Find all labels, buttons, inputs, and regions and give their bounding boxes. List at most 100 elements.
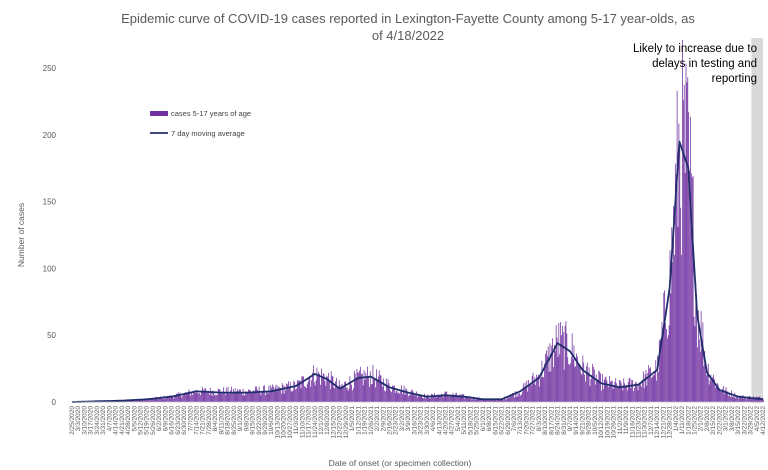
x-tick-label: 10/26/2021 xyxy=(611,406,618,439)
case-bar xyxy=(128,401,129,402)
x-tick-label: 2/22/2022 xyxy=(716,406,723,435)
case-bar xyxy=(610,381,611,402)
y-tick-label: 150 xyxy=(43,198,57,207)
case-bar xyxy=(133,400,135,402)
case-bar xyxy=(191,391,192,402)
x-tick-label: 10/20/2020 xyxy=(281,406,288,439)
case-bar xyxy=(697,347,698,402)
case-bar xyxy=(318,371,320,402)
case-bar xyxy=(316,367,318,402)
case-bar xyxy=(617,386,618,402)
case-bar xyxy=(501,398,503,402)
legend-line-label: 7 day moving average xyxy=(171,129,245,138)
case-bar xyxy=(563,369,565,402)
case-bar xyxy=(650,378,652,402)
case-bar xyxy=(573,345,575,402)
case-bar xyxy=(640,384,642,402)
case-bar xyxy=(413,395,415,402)
case-bar xyxy=(594,384,596,402)
case-bar xyxy=(490,399,492,402)
x-tick-label: 12/8/2020 xyxy=(324,406,331,435)
case-bar xyxy=(211,396,213,402)
x-tick-label: 9/14/2021 xyxy=(573,406,580,435)
case-bar xyxy=(314,385,316,402)
case-bar xyxy=(731,397,733,402)
x-tick-label: 8/25/2020 xyxy=(231,406,238,435)
case-bar xyxy=(634,387,635,402)
case-bar xyxy=(149,398,151,402)
x-tick-label: 12/22/2020 xyxy=(337,406,344,439)
case-bar xyxy=(740,398,742,402)
case-bar xyxy=(692,176,694,402)
case-bar xyxy=(262,391,264,402)
case-bar xyxy=(591,375,593,402)
case-bar xyxy=(524,382,526,402)
case-bar xyxy=(187,391,189,402)
case-bar xyxy=(272,384,273,402)
case-bar xyxy=(440,394,441,402)
case-bar xyxy=(291,391,293,402)
case-bar xyxy=(131,400,133,402)
case-bar xyxy=(547,346,549,402)
case-bar xyxy=(594,369,595,402)
case-bar xyxy=(626,385,627,402)
case-bar xyxy=(638,382,640,402)
case-bar xyxy=(354,373,356,402)
case-bar xyxy=(548,371,550,402)
x-tick-label: 6/30/2020 xyxy=(181,406,188,435)
case-bar xyxy=(492,400,494,402)
case-bar xyxy=(442,397,444,402)
case-bar xyxy=(702,322,704,402)
case-bar xyxy=(297,380,299,402)
case-bar xyxy=(414,393,416,402)
case-bar xyxy=(649,368,650,402)
case-bar xyxy=(350,382,352,402)
case-bar xyxy=(410,390,412,402)
case-bar xyxy=(200,394,201,402)
case-bar xyxy=(468,398,470,402)
case-bar xyxy=(568,363,569,402)
case-bar xyxy=(437,394,439,402)
x-tick-label: 10/13/2020 xyxy=(274,406,281,439)
case-bar xyxy=(497,399,499,402)
case-bar xyxy=(265,391,267,402)
case-bar xyxy=(337,386,339,402)
case-bar xyxy=(151,399,152,402)
case-bar xyxy=(383,378,385,402)
case-bar xyxy=(652,375,654,402)
case-bar xyxy=(458,396,460,402)
case-bar xyxy=(754,398,755,402)
case-bar xyxy=(525,387,527,402)
case-bar xyxy=(282,385,284,402)
case-bar xyxy=(377,376,379,402)
case-bar xyxy=(393,385,395,402)
case-bar xyxy=(562,332,564,402)
case-bar xyxy=(727,391,729,402)
case-bar xyxy=(332,376,334,402)
x-tick-label: 4/21/2020 xyxy=(119,406,126,435)
case-bar xyxy=(269,392,271,402)
case-bar xyxy=(521,394,522,402)
case-bar xyxy=(431,393,433,402)
case-bar xyxy=(500,399,502,402)
case-bar xyxy=(542,377,544,402)
case-bar xyxy=(272,386,274,402)
annotation-line3: reporting xyxy=(712,73,757,85)
x-tick-label: 3/31/2020 xyxy=(100,406,107,435)
case-bar xyxy=(369,386,370,402)
case-bar xyxy=(715,387,717,402)
x-tick-label: 3/23/2021 xyxy=(418,406,425,435)
case-bar xyxy=(681,254,682,402)
case-bar xyxy=(155,396,157,402)
case-bar xyxy=(222,391,224,402)
case-bar xyxy=(266,391,268,402)
case-bar xyxy=(374,378,376,402)
x-tick-label: 7/28/2020 xyxy=(206,406,213,435)
case-bar xyxy=(438,395,440,402)
case-bar xyxy=(295,389,296,402)
case-bar xyxy=(192,394,193,402)
case-bar xyxy=(505,399,507,402)
case-bar xyxy=(550,371,552,402)
case-bar xyxy=(726,391,728,402)
x-tick-label: 9/22/2020 xyxy=(256,406,263,435)
